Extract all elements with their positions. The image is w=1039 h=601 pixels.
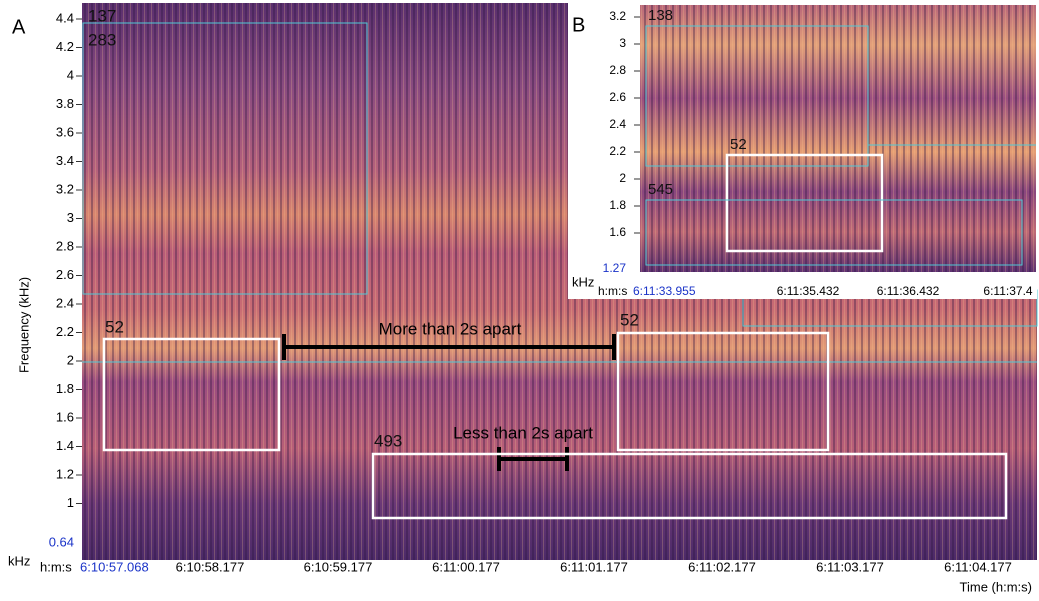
- box-label: 52: [730, 136, 747, 153]
- box-label: 138: [648, 7, 673, 24]
- x-tick-label: 6:11:03.177: [816, 559, 884, 574]
- y-tick-label: 2.4: [56, 295, 74, 310]
- box-label: 283: [88, 30, 116, 49]
- box-label: 52: [105, 317, 124, 336]
- y-tick-label: 2.8: [56, 238, 74, 253]
- selection-box: [102, 337, 281, 452]
- y-tick-label: 3.2: [609, 9, 626, 23]
- box-label: 137: [88, 6, 116, 25]
- y-axis-title: Frequency (kHz): [16, 277, 31, 373]
- x-tick-label: 6:11:36.432: [877, 284, 940, 298]
- spectrogram-texture: [640, 5, 1036, 272]
- annotation: Less than 2s apart: [453, 423, 593, 442]
- y-tick-label: 1: [67, 495, 74, 510]
- y-tick-label: 1.8: [56, 381, 74, 396]
- y-tick-label: 2.2: [56, 324, 74, 339]
- y-tick-label: 2.6: [609, 90, 626, 104]
- y-tick-label: 3: [619, 36, 626, 50]
- y-tick-label: 1.8: [609, 198, 626, 212]
- panel-label: A: [12, 16, 26, 38]
- box-label: 493: [374, 431, 402, 450]
- y-tick-label: 2.4: [609, 117, 626, 131]
- box-label: 52: [620, 310, 639, 329]
- selection-box: [371, 452, 1008, 520]
- selection-box: [645, 25, 869, 167]
- x-tick-label: 6:11:01.177: [560, 559, 628, 574]
- x-tick-label: 6:11:00.177: [432, 559, 500, 574]
- y-tick-label: 4.4: [56, 10, 74, 25]
- y-tick-label: 4: [67, 67, 74, 82]
- y-tick-label: 4.2: [56, 39, 74, 54]
- y-tick-label: 2.6: [56, 267, 74, 282]
- y-tick-label: 1.6: [609, 225, 626, 239]
- y-min-label: 0.64: [49, 534, 74, 549]
- x-tick-label: 6:11:04.177: [944, 559, 1012, 574]
- x-unit: h:m:s: [598, 284, 627, 298]
- y-tick-label: 3.6: [56, 124, 74, 139]
- box-label: 545: [648, 181, 673, 198]
- y-tick-label: 2: [67, 352, 74, 367]
- y-tick-label: 2: [619, 171, 626, 185]
- y-tick-label: 1.6: [56, 409, 74, 424]
- x-tick-label: 6:10:58.177: [176, 559, 245, 574]
- y-tick-label: 2.2: [609, 144, 626, 158]
- y-unit: kHz: [572, 274, 594, 289]
- y-tick-label: 3.8: [56, 96, 74, 111]
- panel-label: B: [572, 14, 585, 36]
- x-tick-label: 6:11:02.177: [688, 559, 756, 574]
- y-tick-label: 3.4: [56, 153, 74, 168]
- x-start-label: 6:10:57.068: [80, 559, 149, 574]
- y-tick-label: 3.2: [56, 181, 74, 196]
- y-unit: kHz: [8, 553, 30, 568]
- selection-box: [725, 153, 884, 253]
- x-tick-label: 6:10:59.177: [304, 559, 373, 574]
- y-tick-label: 1.4: [56, 438, 74, 453]
- y-tick-label: 3: [67, 210, 74, 225]
- selection-box: [82, 22, 368, 295]
- selection-box: [645, 199, 1023, 266]
- x-tick-label: 6:11:37.4: [983, 284, 1032, 298]
- x-axis-title: Time (h:m:s): [960, 579, 1032, 594]
- x-unit: h:m:s: [40, 559, 72, 574]
- y-min-label: 1.27: [603, 261, 627, 275]
- selection-box: [616, 331, 830, 452]
- y-tick-label: 1.2: [56, 466, 74, 481]
- y-tick-label: 2.8: [609, 63, 626, 77]
- annotation: More than 2s apart: [379, 319, 522, 338]
- x-start-label: 6:11:33.955: [633, 284, 696, 298]
- x-tick-label: 6:11:35.432: [777, 284, 840, 298]
